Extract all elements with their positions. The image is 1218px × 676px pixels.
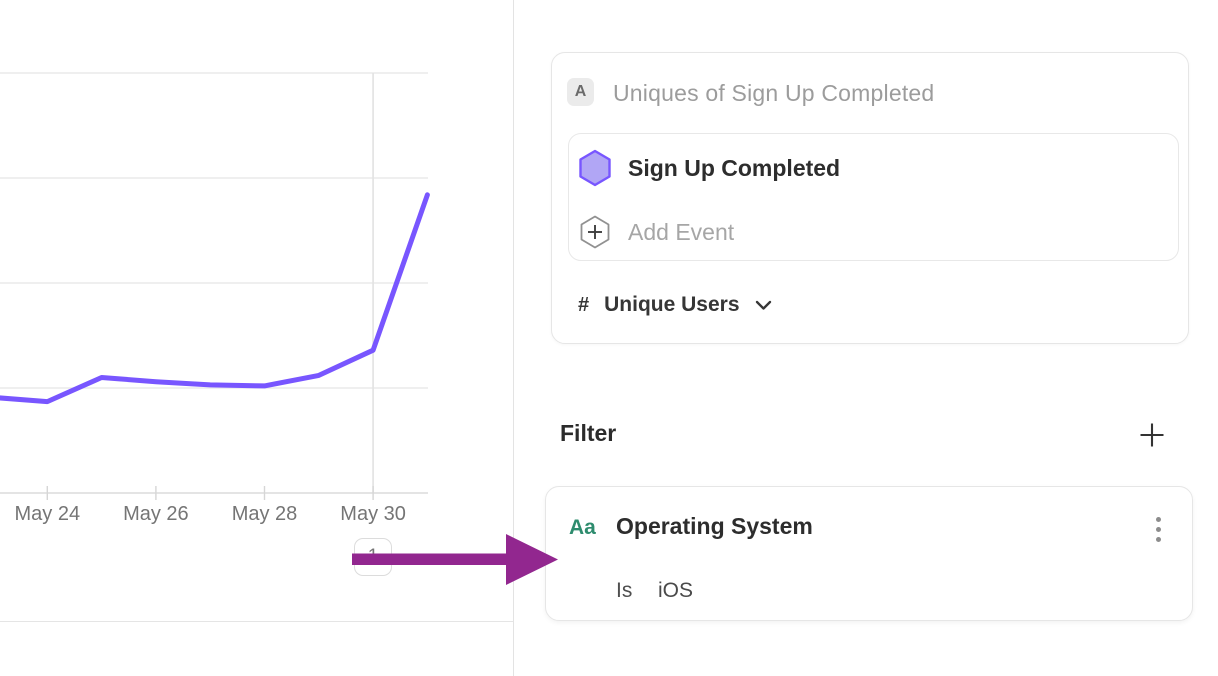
x-axis-label: May 30	[340, 503, 406, 525]
pagination-page-1[interactable]: 1	[354, 538, 392, 576]
pane-divider	[513, 0, 514, 676]
measure-label: Unique Users	[604, 293, 740, 316]
pagination-label: 1	[367, 546, 379, 567]
filter-property-name[interactable]: Operating System	[616, 513, 813, 539]
filter-card[interactable]: Aa Operating System Is iOS	[545, 486, 1193, 621]
plus-icon	[1140, 423, 1164, 447]
filter-value[interactable]: iOS	[658, 579, 694, 602]
filter-operator[interactable]: Is	[616, 579, 633, 602]
x-axis-label: May 26	[123, 503, 189, 525]
chevron-down-icon	[755, 300, 771, 310]
add-filter-button[interactable]	[1136, 419, 1168, 451]
x-axis-label: May 28	[231, 503, 298, 525]
measure-dropdown[interactable]: # Unique Users	[578, 293, 772, 317]
metric-query-card: A Uniques of Sign Up Completed Sign Up C…	[551, 52, 1189, 344]
event-card: Sign Up Completed Add Event	[568, 133, 1179, 261]
add-event-button[interactable]: Add Event	[578, 212, 734, 252]
x-axis-label: May 24	[14, 503, 81, 525]
kebab-menu-icon[interactable]	[1146, 513, 1170, 545]
series-letter-badge: A	[567, 78, 594, 106]
event-hexagon-icon	[579, 149, 611, 187]
pane-bottom-border	[0, 621, 513, 622]
add-event-label: Add Event	[628, 218, 735, 245]
chart-pane: May 24 May 26 May 28 May 30 1	[0, 0, 513, 676]
query-title: Uniques of Sign Up Completed	[613, 80, 935, 106]
add-event-hexagon-plus-icon	[580, 215, 610, 249]
event-row[interactable]: Sign Up Completed	[578, 148, 840, 188]
string-property-type-icon: Aa	[569, 516, 596, 539]
line-chart	[0, 72, 430, 500]
event-name: Sign Up Completed	[628, 154, 841, 181]
hash-icon: #	[578, 293, 590, 316]
filter-section-title: Filter	[560, 420, 617, 446]
